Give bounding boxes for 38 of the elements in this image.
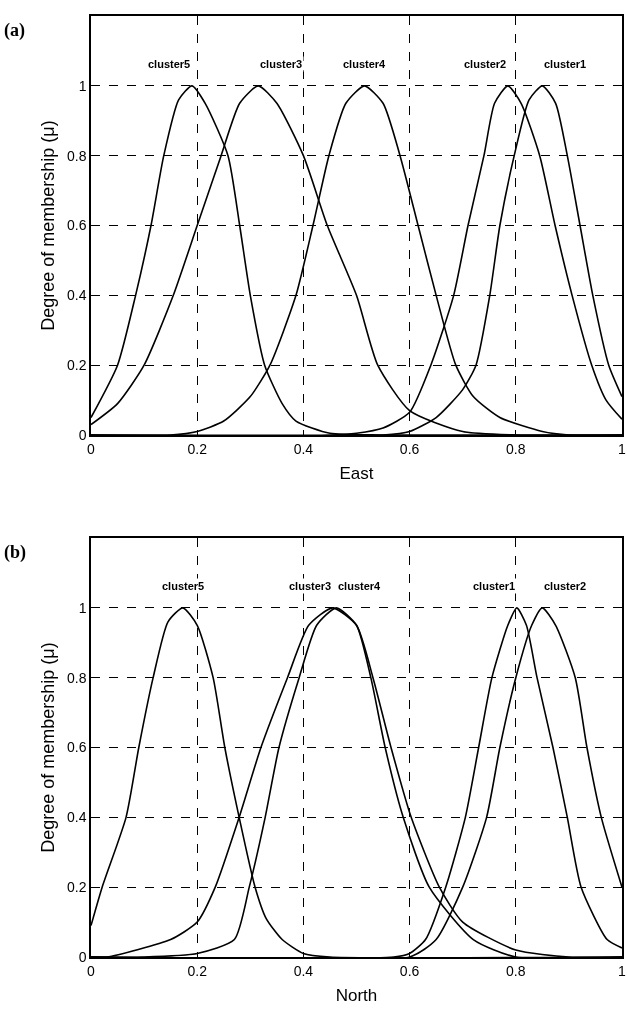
x-tick-label: 0.2 bbox=[187, 440, 208, 457]
x-tick-label: 0.4 bbox=[293, 962, 314, 979]
x-axis-title: East bbox=[339, 464, 374, 484]
series-label: cluster2 bbox=[464, 58, 507, 70]
y-tick-label: 0.8 bbox=[66, 147, 87, 164]
y-tick-label: 0.2 bbox=[66, 357, 87, 374]
x-tick-label: 0.8 bbox=[506, 440, 526, 457]
x-axis-title: North bbox=[335, 986, 378, 1006]
chart-title: (b) bbox=[4, 542, 26, 563]
x-tick-label: 1 bbox=[618, 962, 627, 979]
series-label: cluster4 bbox=[343, 58, 387, 70]
series-label: cluster3 bbox=[289, 580, 332, 592]
y-axis-title: Degree of membership (μ) bbox=[37, 120, 58, 331]
series-label: cluster1 bbox=[544, 58, 587, 70]
y-tick-label: 0.4 bbox=[66, 287, 87, 304]
series-label: cluster1 bbox=[473, 580, 516, 592]
y-axis-title: Degree of membership (μ) bbox=[37, 642, 58, 853]
y-tick-label: 0.6 bbox=[66, 217, 87, 234]
x-tick-label: 0.2 bbox=[187, 962, 208, 979]
y-tick-label: 0 bbox=[78, 948, 87, 965]
x-tick-label: 0.4 bbox=[293, 440, 314, 457]
x-tick-label: 1 bbox=[618, 440, 627, 457]
y-tick-label: 0.2 bbox=[66, 879, 87, 896]
y-tick-label: 0.6 bbox=[66, 739, 87, 756]
x-tick-label: 0.8 bbox=[506, 962, 526, 979]
y-tick-label: 0 bbox=[78, 426, 87, 443]
series-label: cluster4 bbox=[338, 580, 382, 592]
y-tick-label: 0.8 bbox=[66, 669, 87, 686]
series-label: cluster5 bbox=[148, 58, 191, 70]
y-tick-label: 0.4 bbox=[66, 809, 87, 826]
series-label: cluster5 bbox=[162, 580, 205, 592]
chart-title: (a) bbox=[4, 20, 25, 41]
series-label: cluster3 bbox=[260, 58, 303, 70]
y-tick-label: 1 bbox=[78, 599, 87, 616]
x-tick-label: 0.6 bbox=[399, 440, 420, 457]
x-tick-label: 0.6 bbox=[399, 962, 420, 979]
y-tick-label: 1 bbox=[78, 77, 87, 94]
series-label: cluster2 bbox=[544, 580, 587, 592]
